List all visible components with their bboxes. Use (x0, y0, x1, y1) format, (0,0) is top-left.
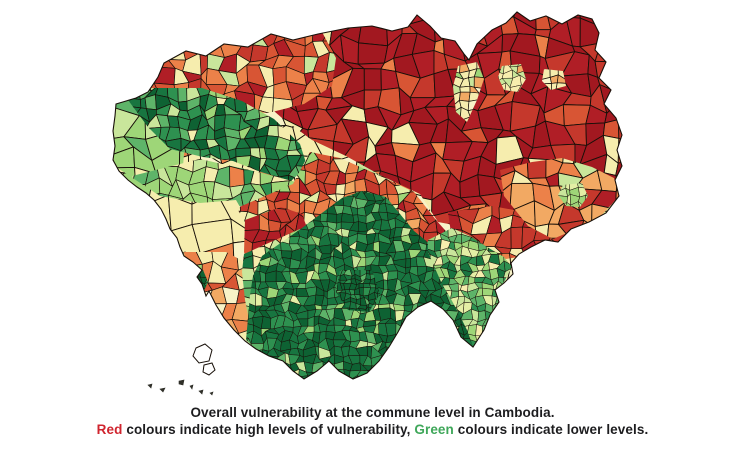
caption-line2: Red colours indicate high levels of vuln… (0, 421, 745, 438)
caption-line1: Overall vulnerability at the commune lev… (190, 405, 555, 420)
country-outline (112, 11, 623, 380)
offshore-islands (147, 343, 216, 396)
caption-mid-text: colours indicate high levels of vulnerab… (122, 422, 415, 437)
caption-green-word: Green (414, 422, 454, 437)
caption-red-word: Red (96, 422, 123, 437)
caption-end-text: colours indicate lower levels. (453, 422, 649, 437)
map-caption: Overall vulnerability at the commune lev… (0, 404, 745, 438)
